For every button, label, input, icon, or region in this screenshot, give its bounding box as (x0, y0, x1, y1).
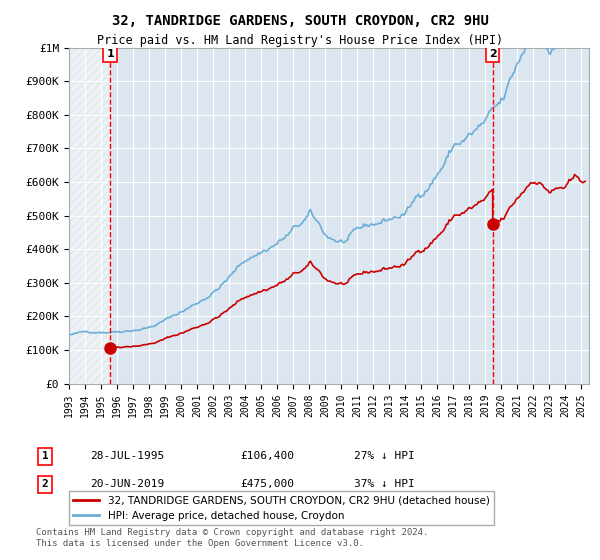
Text: 37% ↓ HPI: 37% ↓ HPI (354, 479, 415, 489)
Text: 27% ↓ HPI: 27% ↓ HPI (354, 451, 415, 461)
Text: £475,000: £475,000 (240, 479, 294, 489)
Text: 28-JUL-1995: 28-JUL-1995 (90, 451, 164, 461)
Text: 2: 2 (489, 49, 497, 59)
Text: 32, TANDRIDGE GARDENS, SOUTH CROYDON, CR2 9HU: 32, TANDRIDGE GARDENS, SOUTH CROYDON, CR… (112, 14, 488, 28)
Legend: 32, TANDRIDGE GARDENS, SOUTH CROYDON, CR2 9HU (detached house), HPI: Average pri: 32, TANDRIDGE GARDENS, SOUTH CROYDON, CR… (69, 491, 494, 525)
Text: 2: 2 (41, 479, 49, 489)
Text: £106,400: £106,400 (240, 451, 294, 461)
Text: 1: 1 (41, 451, 49, 461)
Text: Price paid vs. HM Land Registry's House Price Index (HPI): Price paid vs. HM Land Registry's House … (97, 34, 503, 46)
Text: 20-JUN-2019: 20-JUN-2019 (90, 479, 164, 489)
Text: 1: 1 (106, 49, 114, 59)
Text: Contains HM Land Registry data © Crown copyright and database right 2024.
This d: Contains HM Land Registry data © Crown c… (36, 528, 428, 548)
Polygon shape (69, 48, 110, 384)
